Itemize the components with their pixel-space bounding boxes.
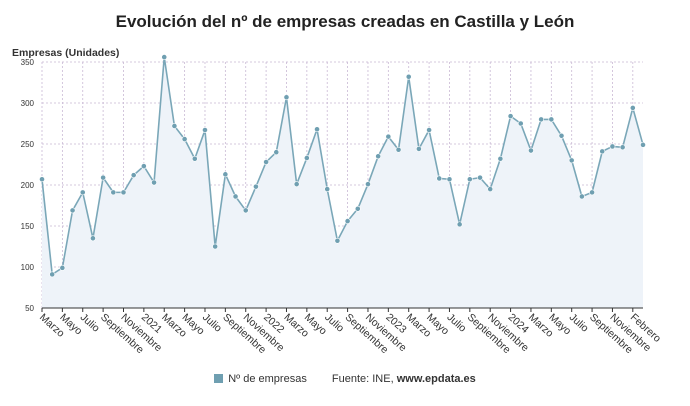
data-point xyxy=(191,155,198,162)
y-tick-label: 250 xyxy=(21,140,35,149)
data-point xyxy=(640,141,646,148)
data-point xyxy=(161,54,168,60)
data-point xyxy=(395,146,402,153)
data-point xyxy=(568,157,575,164)
data-point xyxy=(609,143,616,150)
data-point xyxy=(140,163,147,170)
data-point xyxy=(283,94,290,101)
data-point xyxy=(202,127,208,133)
data-point xyxy=(69,207,76,214)
data-point xyxy=(517,120,524,127)
data-point xyxy=(354,205,361,212)
data-point xyxy=(558,132,565,139)
data-point xyxy=(120,189,127,196)
data-point xyxy=(242,207,249,214)
data-point xyxy=(324,186,331,192)
data-point xyxy=(426,127,432,133)
y-tick-label: 300 xyxy=(21,99,35,108)
axes xyxy=(41,307,643,312)
data-point xyxy=(487,186,494,192)
data-point xyxy=(578,193,585,200)
data-point xyxy=(303,155,310,161)
y-tick-labels: 50 100 150 200 250 300 350 xyxy=(21,58,35,313)
data-point xyxy=(334,237,341,244)
data-point xyxy=(314,126,320,133)
data-point xyxy=(171,123,178,129)
data-point xyxy=(90,235,96,242)
x-tick-labels: MarzoMayoJulioSeptiembreNoviembre2021Mar… xyxy=(37,311,663,356)
chart-title: Evolución del nº de empresas creadas en … xyxy=(115,12,575,31)
data-point xyxy=(599,148,606,155)
data-point xyxy=(181,136,188,142)
y-tick-label: 100 xyxy=(21,263,35,272)
y-tick-label: 200 xyxy=(21,181,35,190)
data-point xyxy=(619,144,626,151)
data-point xyxy=(507,113,514,120)
data-point xyxy=(49,271,56,278)
data-point xyxy=(365,181,371,188)
data-point xyxy=(100,174,107,181)
data-point xyxy=(436,175,443,182)
data-point xyxy=(629,105,636,111)
data-point xyxy=(59,264,66,271)
series-area xyxy=(42,57,643,308)
y-axis-label: Empresas (Unidades) xyxy=(12,47,120,59)
data-point xyxy=(39,176,45,183)
legend-item[interactable]: Nº de empresas xyxy=(214,373,307,385)
data-point xyxy=(528,147,534,154)
data-point xyxy=(232,193,239,200)
legend: Nº de empresas Fuente: INE, www.epdata.e… xyxy=(0,373,690,385)
data-point xyxy=(293,181,300,188)
source-prefix: Fuente: INE, xyxy=(331,373,397,385)
y-tick-label: 50 xyxy=(25,304,34,313)
data-point xyxy=(538,116,545,123)
data-point xyxy=(548,116,555,123)
data-point xyxy=(466,176,473,183)
data-point xyxy=(212,243,219,250)
data-point xyxy=(375,153,382,160)
source-note: Fuente: INE, www.epdata.es xyxy=(332,373,476,385)
data-point xyxy=(253,183,259,190)
data-point xyxy=(456,221,463,228)
data-point xyxy=(405,73,412,80)
data-point xyxy=(273,149,280,156)
data-point xyxy=(110,189,117,196)
data-point xyxy=(130,172,137,179)
data-point xyxy=(79,189,86,196)
data-point xyxy=(344,218,351,224)
legend-swatch xyxy=(214,374,224,383)
data-point xyxy=(446,176,453,183)
data-point xyxy=(222,171,229,178)
data-point xyxy=(415,146,422,152)
legend-label: Nº de empresas xyxy=(228,373,307,385)
data-point xyxy=(151,179,157,186)
area-fill xyxy=(42,57,643,308)
source-site[interactable]: www.epdata.es xyxy=(396,373,476,385)
data-point xyxy=(385,133,392,140)
data-point xyxy=(589,189,595,196)
y-tick-label: 350 xyxy=(21,58,35,67)
series-points xyxy=(39,54,646,278)
data-point xyxy=(497,155,504,162)
data-point xyxy=(263,159,269,165)
y-tick-label: 150 xyxy=(21,222,35,231)
data-point xyxy=(477,174,483,181)
